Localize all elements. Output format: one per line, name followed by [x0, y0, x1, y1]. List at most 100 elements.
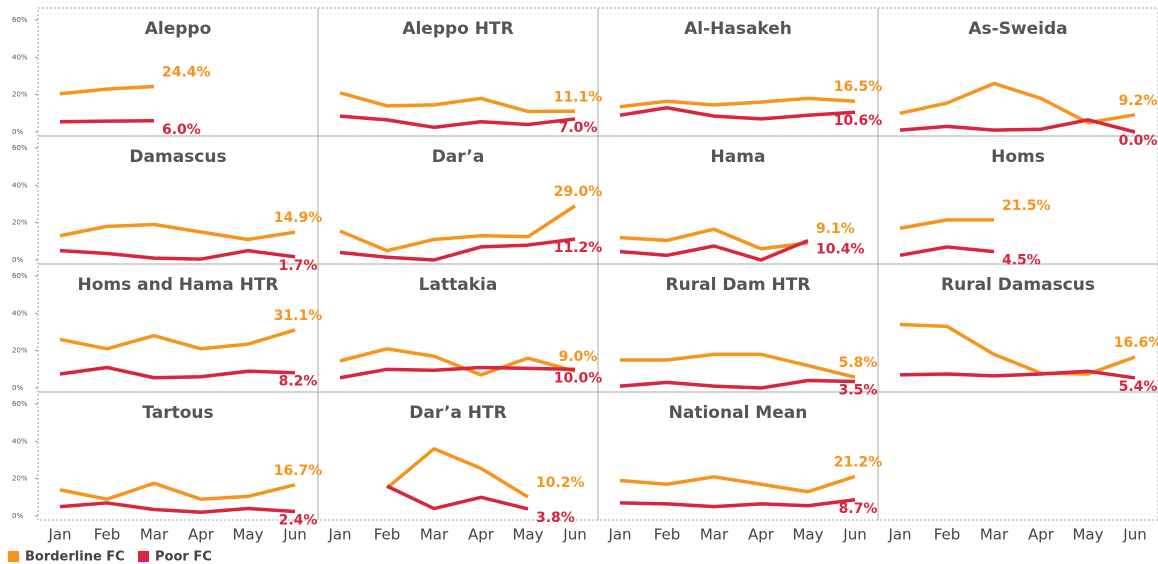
value-label: 14.9% [274, 210, 323, 226]
x-tick-label: Jan [47, 526, 71, 544]
panel-title: Hama [711, 147, 766, 167]
y-tick-label: 20% [12, 347, 28, 355]
x-tick-label: Jun [1122, 526, 1146, 544]
data-line [619, 105, 856, 121]
x-tick-label: Apr [748, 526, 775, 544]
x-tick-label: Apr [1028, 526, 1055, 544]
data-line [619, 498, 856, 509]
x-tick-label: Feb [654, 526, 681, 544]
value-label: 24.4% [162, 64, 211, 80]
data-line [339, 204, 576, 253]
panel-title: Rural Dam HTR [666, 275, 811, 295]
value-label: 21.5% [1002, 198, 1051, 214]
data-line [899, 322, 1136, 376]
x-tick-label: May [792, 526, 823, 544]
value-label: 5.4% [1119, 379, 1158, 395]
x-tick-label: Jan [887, 526, 911, 544]
x-tick-label: Mar [420, 526, 449, 544]
data-line [59, 365, 296, 380]
x-tick-label: Mar [700, 526, 729, 544]
value-label: 0.0% [1119, 133, 1158, 149]
data-line [386, 484, 529, 511]
panel-frame [877, 391, 1158, 521]
value-label: 2.4% [279, 513, 318, 529]
x-tick-label: Apr [188, 526, 215, 544]
x-tick-label: Feb [374, 526, 401, 544]
data-line [339, 114, 576, 130]
panel-title: Dar’a [432, 147, 485, 167]
y-tick-label: 60% [12, 144, 28, 152]
data-line [59, 119, 155, 124]
x-tick-label: May [232, 526, 263, 544]
value-label: 6.0% [162, 122, 201, 138]
x-tick-label: Feb [934, 526, 961, 544]
data-line [899, 81, 1136, 125]
value-label: 3.8% [536, 510, 575, 526]
y-tick-label: 0% [12, 384, 23, 392]
data-line [59, 481, 296, 501]
data-line [339, 237, 576, 262]
data-line [899, 218, 994, 230]
x-tick-label: Jun [842, 526, 866, 544]
panel-title: Lattakia [419, 275, 498, 295]
legend-label: Borderline FC [25, 550, 125, 564]
y-tick-label: 60% [12, 16, 28, 24]
x-tick-label: Jun [562, 526, 586, 544]
data-line [339, 365, 576, 380]
value-label: 10.6% [834, 113, 883, 129]
x-tick-label: Feb [94, 526, 121, 544]
data-line [59, 248, 296, 261]
data-line [620, 352, 856, 379]
y-tick-label: 60% [12, 272, 28, 280]
panel-title: Homs [991, 147, 1045, 167]
y-tick-label: 0% [12, 512, 23, 520]
data-line [899, 369, 1136, 380]
panel-title: Rural Damascus [941, 275, 1095, 295]
value-label: 4.5% [1002, 253, 1041, 269]
y-tick-label: 40% [12, 181, 28, 189]
value-label: 3.5% [839, 382, 878, 398]
value-label: 16.7% [274, 463, 323, 479]
x-tick-label: Mar [140, 526, 169, 544]
value-label: 11.1% [554, 89, 603, 105]
y-tick-label: 40% [12, 53, 28, 61]
data-line [899, 245, 995, 258]
x-tick-label: May [1072, 526, 1103, 544]
value-label: 7.0% [559, 120, 598, 136]
data-line [59, 328, 296, 351]
x-tick-label: Apr [468, 526, 495, 544]
value-label: 10.2% [536, 475, 585, 491]
y-tick-label: 0% [12, 256, 23, 264]
y-tick-label: 20% [12, 219, 28, 227]
x-tick-label: Jan [327, 526, 351, 544]
data-line [385, 447, 529, 499]
panel-title: Aleppo HTR [402, 19, 513, 39]
value-label: 10.0% [554, 370, 603, 386]
panel-title: Homs and Hama HTR [77, 275, 278, 295]
data-line [619, 227, 809, 251]
y-tick-label: 40% [12, 437, 28, 445]
value-label: 5.8% [839, 355, 878, 371]
panel-title: Tartous [142, 403, 213, 423]
value-label: 11.2% [554, 240, 603, 256]
value-label: 16.5% [834, 79, 883, 95]
data-line [59, 501, 296, 515]
value-label: 8.2% [279, 374, 318, 390]
x-tick-label: May [512, 526, 543, 544]
data-line [619, 238, 809, 262]
panel-title: Dar’a HTR [409, 403, 506, 423]
data-line [59, 84, 155, 96]
data-line [339, 91, 576, 114]
panel-title: Aleppo [145, 19, 212, 39]
panel-title: As-Sweida [968, 19, 1067, 39]
value-label: 8.7% [839, 501, 878, 517]
data-line [59, 222, 296, 242]
value-label: 21.2% [834, 454, 883, 470]
panel-title: Damascus [129, 147, 226, 167]
legend-swatch [138, 551, 149, 562]
value-label: 31.1% [274, 308, 323, 324]
y-tick-label: 20% [12, 475, 28, 483]
value-label: 9.2% [1119, 93, 1158, 109]
data-line [339, 347, 576, 377]
